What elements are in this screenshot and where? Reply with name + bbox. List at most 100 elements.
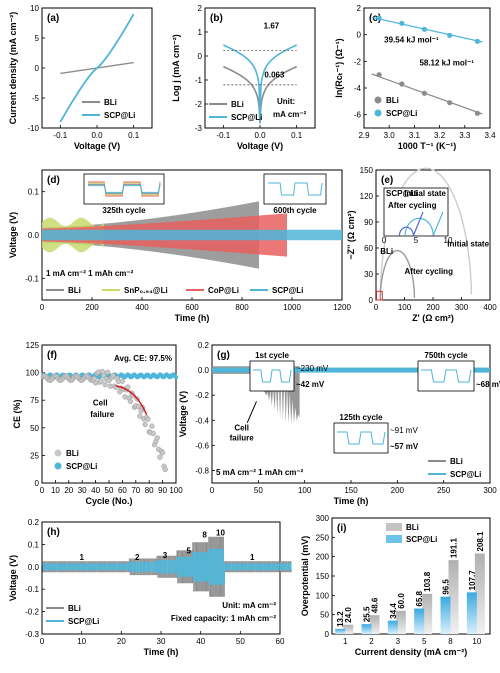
avg-ce-annotation: Avg. CE: 97.5% [114, 354, 172, 363]
scp-label: SCP@Li [386, 189, 417, 198]
bli-ce-point [154, 435, 160, 441]
scp-initial-state-label: Initial state [404, 189, 446, 198]
legend-scp-label: SCP@Li [272, 286, 303, 295]
x-tick-label: 1000 [283, 303, 301, 312]
y-tick-label: 0 [198, 52, 203, 61]
inset-x-tick-label: 0 [382, 236, 387, 245]
scp-value-label: 13.2 [336, 611, 345, 627]
x-tick-label: 3.4 [484, 131, 496, 140]
x-tick-label: 3.0 [384, 131, 396, 140]
x-tick-label: 3.3 [459, 131, 471, 140]
x-axis-label: Cycle (No.) [85, 496, 132, 506]
x-tick-label: 300 [483, 486, 497, 495]
legend-bli-label: BLi [386, 96, 399, 105]
x-tick-label: 5 [422, 637, 427, 646]
inset-trace [337, 431, 386, 445]
x-tick-label: 0 [374, 303, 379, 312]
panel-a: -0.1 0.0 0.1 -10 -5 0 5 10 Voltage (V) Current de… [8, 4, 153, 151]
scp-value-label: 25.5 [363, 606, 372, 622]
unit-text: Unit: mA cm⁻² [222, 601, 276, 610]
rate-label: 5 [187, 546, 192, 555]
y-tick-label: 30 [364, 270, 373, 279]
legend-cop-label: CoP@Li [208, 286, 239, 295]
rate-label: 1 [250, 553, 255, 562]
panel-label: (e) [381, 175, 393, 186]
x-tick-label: 40 [91, 486, 100, 495]
y-tick-label: -2 [354, 57, 362, 66]
y-tick-label: -0.2 [195, 391, 209, 400]
bar-bli [395, 610, 406, 634]
y-tick-label: -1 [195, 76, 203, 85]
x-tick-label: 40 [196, 637, 205, 646]
inset-overpotential-scp: ~57 mV [390, 442, 419, 451]
scp-value-label: 34.4 [389, 603, 398, 619]
legend-scp-label: SCP@Li [68, 617, 99, 626]
x-axis-label: Voltage (V) [74, 141, 120, 151]
x-axis-label: Voltage (V) [237, 141, 283, 151]
panel-label: (g) [217, 350, 230, 361]
y-tick-label: 90 [364, 218, 373, 227]
bar-scp [466, 592, 477, 634]
legend-bli-marker [54, 449, 62, 457]
y-tick-label: -0.6 [195, 441, 209, 450]
x-axis-label: Time (h) [334, 496, 369, 506]
zoom-region-box [376, 290, 383, 301]
inset-caption: 600th cycle [273, 206, 317, 215]
x-tick-label: 1200 [333, 303, 351, 312]
series-bli-point [447, 100, 453, 106]
unit-label: Unit: [277, 97, 295, 106]
legend-bli-swatch [386, 523, 402, 531]
inset-frame [417, 360, 475, 392]
series-bli-fit [371, 73, 483, 115]
y-tick-label: 0 [357, 31, 362, 40]
y-axis-label: ln(Rᴄₜ⁻¹) (Ω⁻¹) [334, 38, 344, 97]
x-tick-label: 50 [254, 486, 263, 495]
y-tick-label: -3 [195, 124, 203, 133]
inset-frame [83, 173, 165, 205]
bli-value-label: 24.0 [344, 607, 353, 623]
x-tick-label: 50 [236, 637, 245, 646]
bli-ce-point [137, 413, 143, 419]
bli-ce-point [98, 378, 104, 384]
y-tick-label: 100 [316, 591, 330, 600]
series-bli-point [421, 90, 428, 96]
y-tick-label: 0 [35, 479, 40, 488]
y-tick-label: -6 [354, 111, 362, 120]
bar-scp [361, 624, 372, 634]
unit-value: mA cm⁻² [273, 110, 307, 119]
rate-label: 2 [135, 553, 140, 562]
panel-g: 0 50 100 150 200 250 300 -0.8 -0.6 -0.4 -0.2 0.0 0.2… [178, 341, 500, 506]
x-tick-label: 10 [51, 486, 60, 495]
y-tick-label: -2 [195, 100, 203, 109]
inset-frame [249, 360, 295, 392]
x-tick-label: 400 [483, 303, 497, 312]
bli-value-label: 208.1 [476, 531, 485, 552]
x-tick-label: 200 [391, 486, 405, 495]
bli-value-label: 103.8 [423, 571, 432, 592]
y-tick-label: 120 [360, 192, 374, 201]
scp-after-cycling-arc [398, 211, 424, 236]
y-tick-label: -5 [32, 94, 40, 103]
y-tick-label: 0 [369, 296, 374, 305]
y-tick-label: 0 [35, 64, 40, 73]
rate-label: 3 [163, 551, 168, 560]
y-axis-label: Voltage (V) [8, 212, 18, 258]
y-tick-label: 0.2 [198, 341, 210, 350]
x-axis-label: Time (h) [144, 647, 179, 657]
rate-label: 10 [216, 528, 225, 537]
panel-d: 0 200 400 600 800 1000 1200 -0.1 0.0 0.1 Time (h) V… [8, 169, 351, 323]
x-tick-label: 10 [77, 637, 86, 646]
x-tick-label: 0.1 [291, 131, 303, 140]
x-tick-label: 0.0 [91, 131, 103, 140]
bar-scp [440, 596, 451, 634]
test-condition: 5 mA cm⁻² 1 mAh cm⁻² [216, 468, 304, 477]
bli-ce-point [110, 372, 116, 379]
x-tick-label: 2 [369, 637, 374, 646]
inset-trace [88, 185, 161, 193]
x-tick-label: 8 [448, 637, 453, 646]
y-tick-label: -0.4 [195, 416, 209, 425]
y-tick-label: 0.0 [28, 563, 40, 572]
inset-caption: 125th cycle [339, 413, 383, 422]
scp-value-label: 65.8 [415, 590, 424, 606]
rate-label: 1 [79, 553, 84, 562]
